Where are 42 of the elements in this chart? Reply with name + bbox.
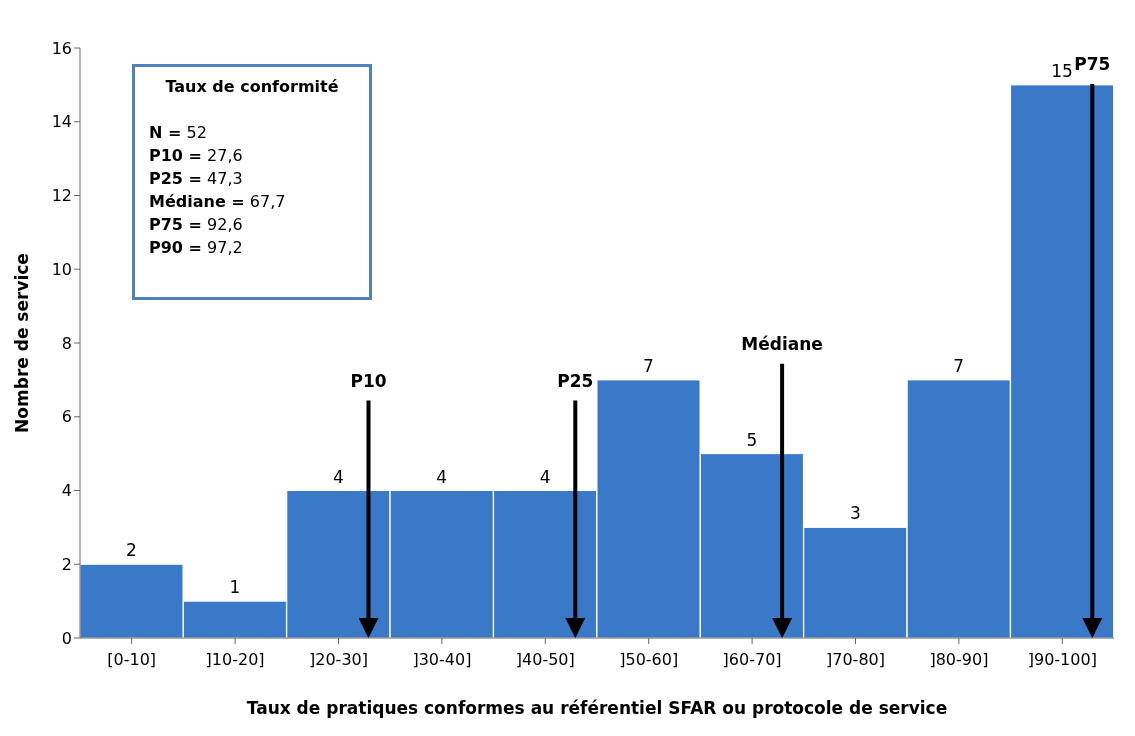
x-tick-label: ]60-70] <box>722 650 782 670</box>
ref-line-label: P10 <box>350 370 387 391</box>
x-tick-label: ]90-100] <box>1027 650 1097 670</box>
x-tick-label: ]40-50] <box>515 650 575 670</box>
annotation: N = 52 <box>149 122 208 144</box>
y-tick-label: 0 <box>61 628 72 648</box>
x-tick-label: [0-10] <box>107 650 157 670</box>
annotation: P25 = 47,3 <box>149 168 244 190</box>
y-axis-title: Nombre de service <box>12 253 33 433</box>
y-tick-label: 16 <box>51 38 72 58</box>
y-tick-label: 14 <box>51 112 72 132</box>
data-label: 15 <box>1051 60 1073 81</box>
data-label: 2 <box>126 540 137 561</box>
y-tick-label: 10 <box>51 259 72 279</box>
data-label: 4 <box>436 466 448 487</box>
data-label: 7 <box>953 355 965 376</box>
annotation: Médiane = 67,7 <box>149 191 287 213</box>
y-tick-label: 6 <box>61 407 72 427</box>
x-axis-title: Taux de pratiques conformes au référentiel SFAR ou protocole de service <box>246 698 948 718</box>
y-tick-label: 8 <box>61 333 72 353</box>
ref-line-label: P25 <box>557 370 594 391</box>
x-tick-label: ]50-60] <box>619 650 679 670</box>
x-tick-label: ]80-90] <box>929 650 989 670</box>
x-tick-label: ]10-20] <box>205 650 265 670</box>
annotation: Taux de conformité <box>164 76 340 98</box>
x-tick-label: ]70-80] <box>826 650 885 670</box>
x-tick-label: ]30-40] <box>412 650 472 670</box>
y-tick-label: 2 <box>61 554 72 574</box>
x-tick-label: ]20-30] <box>309 650 368 670</box>
ref-line-label: Médiane <box>741 333 823 354</box>
y-tick-label: 4 <box>61 481 72 501</box>
data-label: 5 <box>746 429 758 450</box>
annotation: P10 = 27,6 <box>149 145 244 167</box>
annotation: P90 = 97,2 <box>149 237 244 259</box>
data-label: 7 <box>643 355 654 376</box>
y-tick-label: 12 <box>51 186 72 206</box>
data-label: 1 <box>229 577 241 598</box>
ref-line-label: P75 <box>1074 54 1111 74</box>
data-label: 4 <box>332 466 344 487</box>
annotation: P75 = 92,6 <box>149 214 244 236</box>
data-label: 4 <box>539 466 551 487</box>
data-label: 3 <box>849 503 861 524</box>
